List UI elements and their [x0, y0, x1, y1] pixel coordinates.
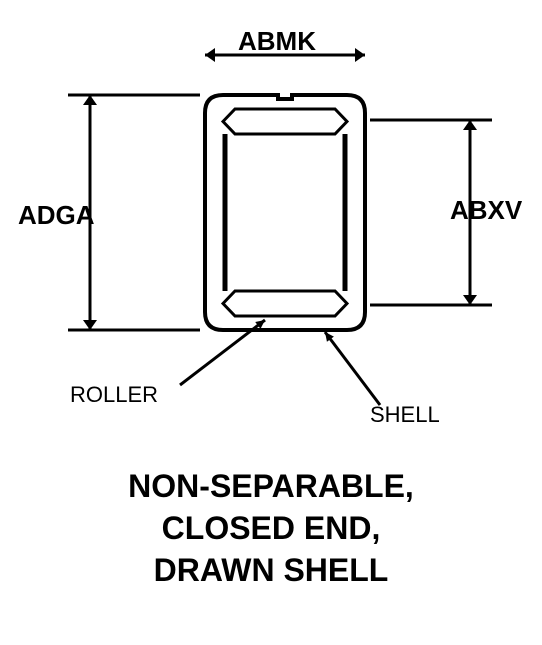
dim-label-adga: ADGA	[18, 200, 95, 231]
caption-line-3: DRAWN SHELL	[0, 552, 542, 589]
callout-shell: SHELL	[370, 402, 440, 428]
diagram-container: ABMK ADGA ABXV ROLLER SHELL NON-SEPARABL…	[0, 0, 542, 645]
callout-roller: ROLLER	[70, 382, 158, 408]
dim-label-abmk: ABMK	[238, 26, 316, 57]
technical-drawing	[0, 0, 542, 645]
caption-line-2: CLOSED END,	[0, 510, 542, 547]
dim-label-abxv: ABXV	[450, 195, 522, 226]
caption-line-1: NON-SEPARABLE,	[0, 468, 542, 505]
